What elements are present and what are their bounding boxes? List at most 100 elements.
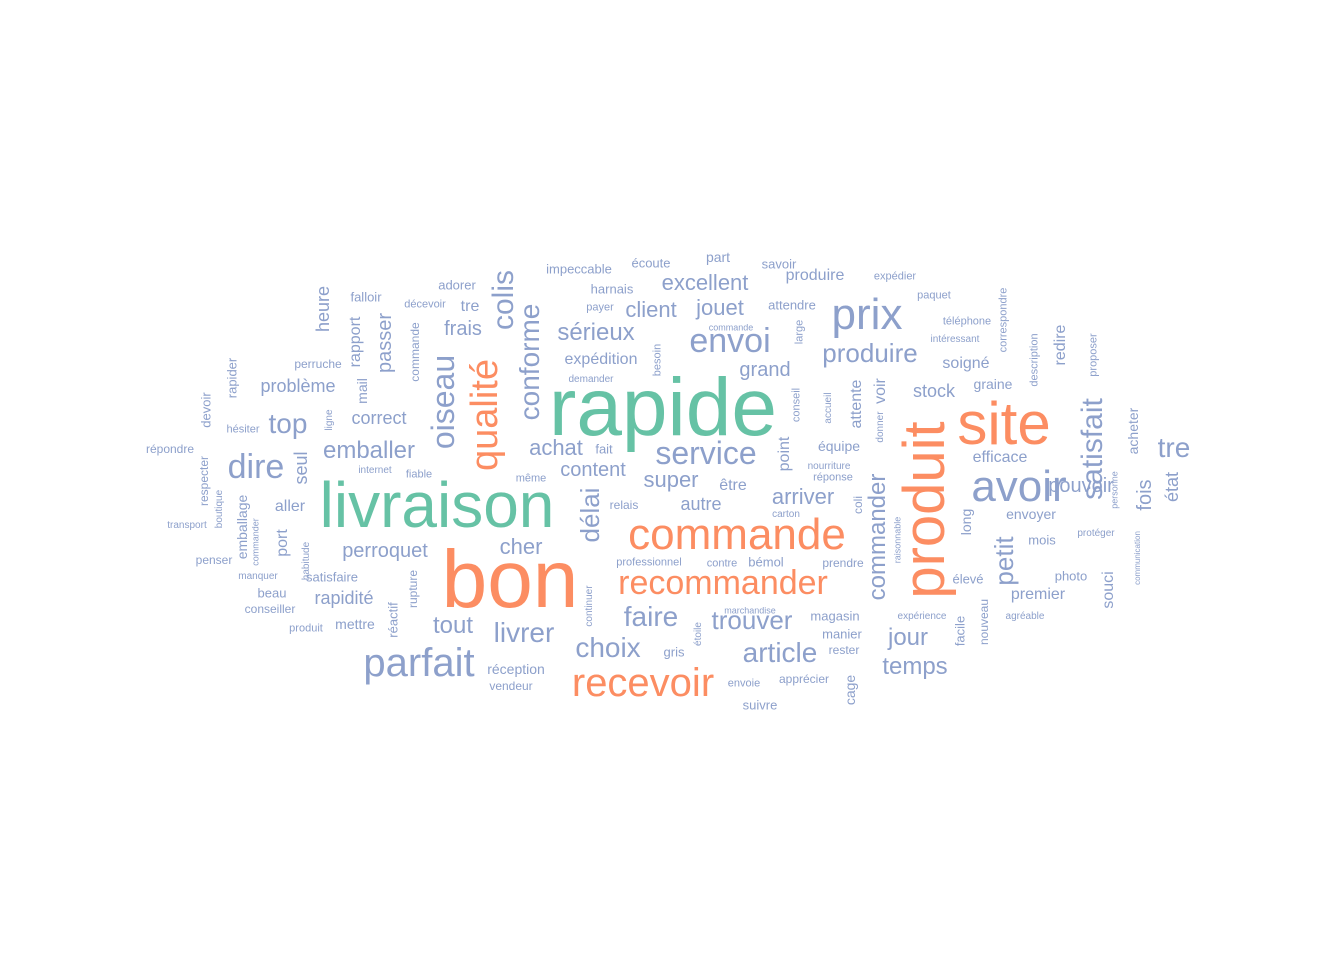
word-emballer-37: emballer: [322, 437, 416, 464]
word-devoir-106: devoir: [198, 392, 214, 428]
word-reponse-141: réponse: [813, 471, 853, 484]
word-beau-90: beau: [257, 585, 287, 601]
word-voir-70: voir: [872, 378, 889, 404]
word-dire-18: dire: [227, 448, 285, 486]
word-etat-49: état: [1162, 471, 1182, 503]
word-commande-130: commande: [408, 322, 422, 382]
word-falloir-97: falloir: [350, 289, 382, 305]
word-experience-147: expérience: [897, 611, 947, 622]
word-attendre-91: attendre: [768, 297, 816, 313]
word-avoir-6: avoir: [971, 462, 1067, 511]
word-suivre-84: suivre: [742, 697, 778, 713]
word-service-15: service: [655, 435, 757, 471]
word-marchandise-157: marchandise: [724, 605, 776, 616]
word-petit-25: petit: [989, 536, 1019, 586]
word-rester-112: rester: [828, 643, 860, 657]
word-graine-77: graine: [973, 376, 1013, 392]
word-oiseau-12: oiseau: [425, 354, 461, 450]
word-conforme-17: conforme: [514, 303, 545, 421]
word-repondre-117: répondre: [145, 442, 195, 456]
word-nouveau-102: nouveau: [977, 598, 991, 646]
word-heure-50: heure: [313, 285, 333, 333]
word-commander-19: commander: [864, 473, 891, 601]
word-perroquet-48: perroquet: [342, 540, 428, 562]
word-produit-3: produit: [892, 421, 957, 599]
word-coli-120: coli: [851, 495, 865, 515]
word-ecoute-99: écoute: [631, 255, 671, 271]
word-trouver-28: trouver: [711, 605, 793, 635]
word-mail-74: mail: [354, 378, 370, 404]
word-client-41: client: [625, 297, 677, 322]
word-rapide-1: rapide: [549, 362, 777, 453]
word-impeccable-100: impeccable: [546, 261, 612, 277]
word-agreable-148: agréable: [1005, 611, 1045, 622]
word-reactif-101: réactif: [385, 602, 401, 638]
word-expedier-129: expédier: [873, 270, 917, 283]
word-besoin-131: besoin: [651, 343, 664, 377]
word-grand-46: grand: [739, 359, 791, 381]
word-fois-43: fois: [1134, 479, 1156, 511]
word-jour-31: jour: [887, 624, 929, 651]
word-super-38: super: [643, 467, 699, 492]
word-site-4: site: [957, 390, 1051, 457]
word-ligne-139: ligne: [324, 409, 335, 431]
word-proteger-149: protéger: [1077, 528, 1115, 539]
word-prendre-115: prendre: [822, 556, 864, 570]
word-soigne-67: soigné: [942, 355, 990, 372]
word-nourriture-154: nourriture: [807, 461, 851, 472]
word-personne-159: personne: [1109, 471, 1120, 509]
word-proposer-136: proposer: [1087, 333, 1100, 377]
word-jouet-35: jouet: [696, 295, 744, 320]
word-content-45: content: [560, 459, 626, 481]
word-conseiller-111: conseiller: [244, 602, 296, 616]
word-harnais-98: harnais: [590, 281, 634, 297]
word-eleve-88: élevé: [952, 571, 984, 587]
word-article-20: article: [742, 637, 818, 668]
word-acheter-79: acheter: [1125, 407, 1141, 455]
word-commande-156: commande: [708, 322, 754, 333]
word-point-64: point: [776, 436, 793, 472]
word-tout-30: tout: [432, 612, 474, 639]
word-professionnel-124: professionnel: [616, 556, 682, 569]
word-excellent-33: excellent: [661, 270, 749, 295]
word-meme-119: même: [515, 472, 547, 485]
word-etoile-142: étoile: [693, 622, 704, 646]
word-cher-40: cher: [499, 534, 543, 559]
word-recevoir-10: recevoir: [571, 661, 715, 705]
word-decevoir-126: décevoir: [404, 298, 446, 311]
word-etre-65: être: [719, 477, 747, 494]
word-premier-58: premier: [1010, 586, 1066, 603]
word-commander-158: commander: [250, 518, 261, 566]
word-rapider-107: rapider: [224, 357, 240, 399]
word-interessant-150: intéressant: [930, 334, 980, 345]
word-cage-78: cage: [842, 674, 858, 706]
word-tre-66: tre: [460, 298, 480, 315]
word-donner-146: donner: [875, 411, 886, 443]
word-commande-5: commande: [628, 510, 846, 559]
word-description-134: description: [1028, 333, 1041, 387]
word-livrer-23: livrer: [493, 617, 555, 648]
word-communication-160: communication: [1133, 531, 1142, 585]
word-stock-54: stock: [912, 381, 956, 401]
word-fiable-118: fiable: [405, 468, 433, 481]
word-aller-75: aller: [274, 498, 306, 515]
word-respecter-108: respecter: [197, 455, 211, 507]
word-serieux-34: sérieux: [557, 319, 635, 346]
word-telephone-128: téléphone: [942, 315, 992, 328]
word-rapport-62: rapport: [347, 316, 364, 368]
word-photo-83: photo: [1054, 568, 1088, 584]
word-mois-87: mois: [1028, 532, 1056, 548]
word-pouvoir-44: pouvoir: [1048, 475, 1114, 497]
word-rupture-110: rupture: [406, 569, 420, 609]
word-parfait-8: parfait: [363, 641, 475, 685]
word-manquer-137: manquer: [238, 571, 278, 582]
word-apprecier-104: apprécier: [778, 672, 830, 686]
word-savoir-94: savoir: [761, 256, 797, 272]
word-facile-93: facile: [952, 615, 968, 647]
word-hesiter-116: hésiter: [226, 423, 260, 436]
word-raisonnable-155: raisonnable: [892, 516, 903, 564]
word-continuer-143: continuer: [584, 585, 595, 627]
word-envoyer-72: envoyer: [1006, 506, 1056, 522]
word-habitude-144: habitude: [301, 541, 312, 581]
